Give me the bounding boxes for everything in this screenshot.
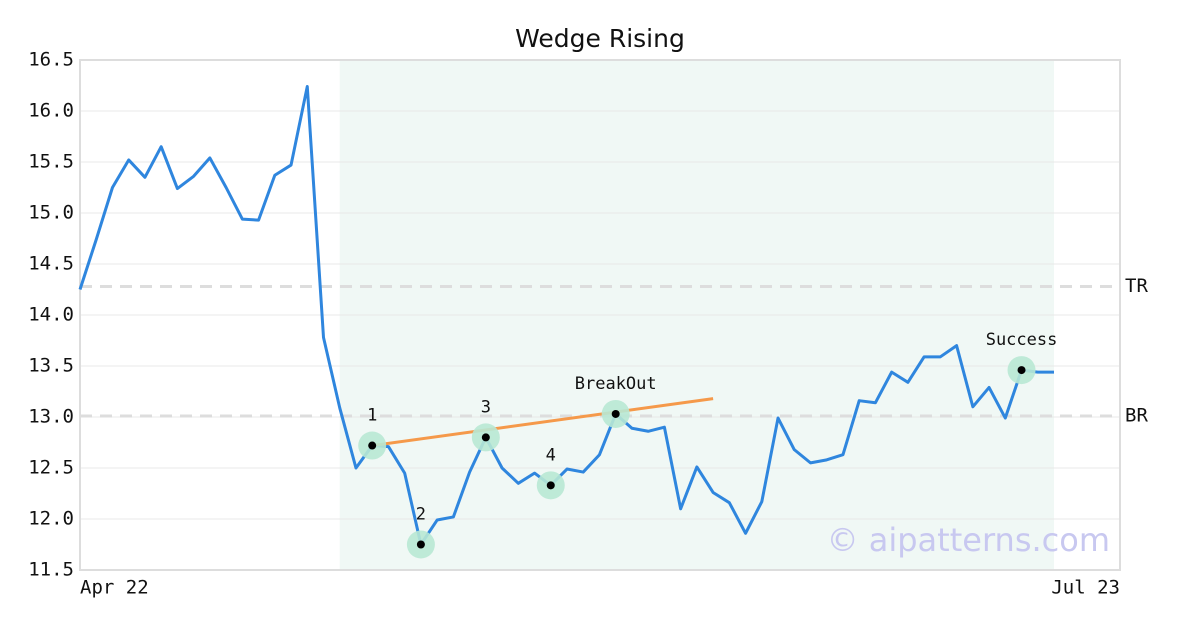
y-tick-label: 11.5 [28, 559, 74, 581]
point-marker [546, 481, 555, 490]
y-tick-label: 13.5 [28, 355, 74, 377]
point-marker [611, 409, 620, 418]
annotation-label: 2 [416, 505, 426, 525]
point-marker [368, 441, 377, 450]
y-tick-label: 12.0 [28, 508, 74, 530]
y-tick-label: 16.0 [28, 100, 74, 122]
point-marker [1017, 366, 1026, 375]
annotation-label: 4 [546, 445, 556, 465]
y-tick-label: 15.0 [28, 202, 74, 224]
level-label: BR [1125, 404, 1148, 426]
point-marker [416, 540, 425, 549]
y-tick-label: 14.0 [28, 304, 74, 326]
y-tick-label: 15.5 [28, 151, 74, 173]
watermark: © aipatterns.com [827, 521, 1110, 559]
trend-line [371, 397, 714, 448]
x-tick-label: Apr 22 [80, 577, 149, 599]
annotation-label: Success [986, 330, 1058, 350]
y-tick-label: 13.0 [28, 406, 74, 428]
chart-title: Wedge Rising [515, 24, 685, 53]
annotation-label: 1 [367, 406, 377, 426]
plot-border [79, 59, 1121, 571]
x-tick-label: Jul 23 [1051, 577, 1120, 599]
y-tick-label: 16.5 [28, 49, 74, 71]
y-tick-label: 14.5 [28, 253, 74, 275]
annotation-label: BreakOut [575, 374, 657, 394]
y-tick-label: 12.5 [28, 457, 74, 479]
annotation-label: 3 [481, 397, 491, 417]
point-marker [481, 433, 490, 442]
level-label: TR [1125, 275, 1148, 297]
price-line [78, 85, 1054, 546]
